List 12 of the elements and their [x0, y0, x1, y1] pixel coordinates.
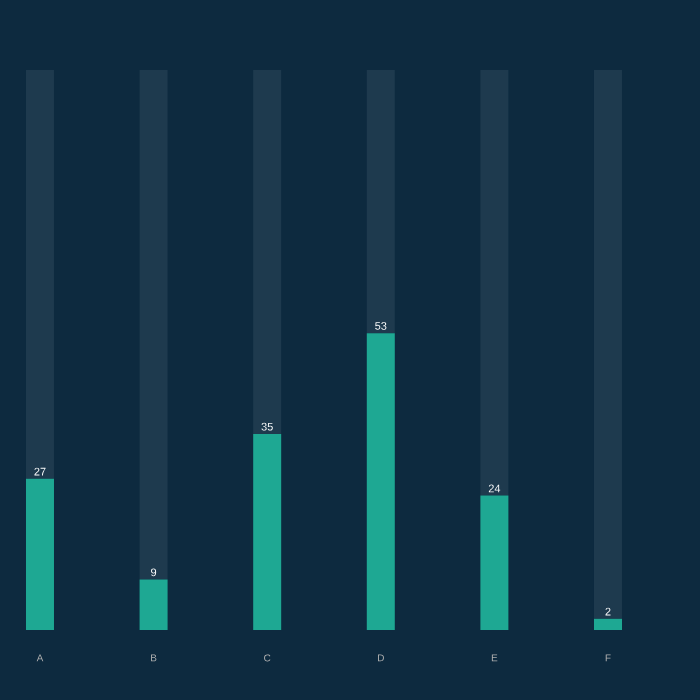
- bar: [25, 478, 54, 630]
- bar: [593, 69, 622, 619]
- bar: [253, 69, 282, 434]
- bar: [25, 69, 54, 479]
- bar: [139, 69, 168, 580]
- bar: [366, 333, 395, 630]
- bar: [480, 69, 509, 496]
- bar: [593, 618, 622, 630]
- bar: [366, 69, 395, 334]
- bar: [139, 579, 168, 630]
- bar: [480, 495, 509, 630]
- bar: [253, 433, 282, 630]
